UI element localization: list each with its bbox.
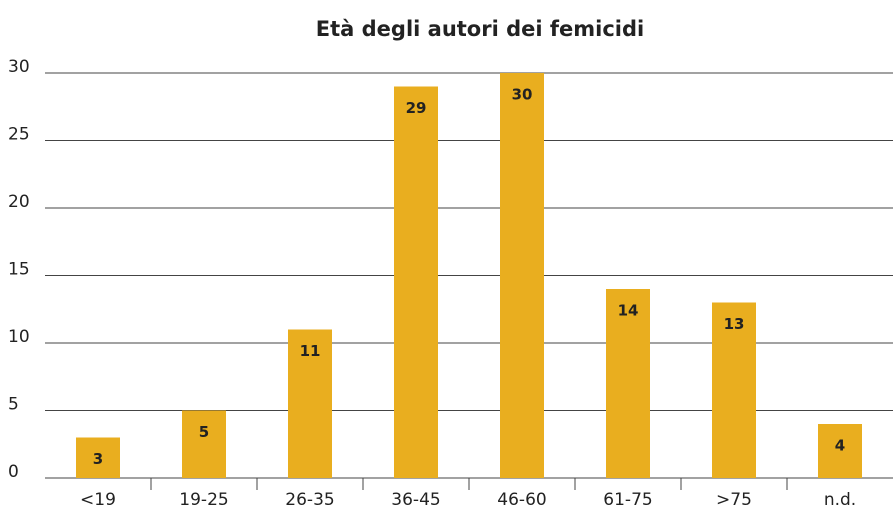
x-tick-label: n.d. bbox=[824, 490, 856, 510]
data-label: 11 bbox=[300, 342, 321, 360]
y-tick-label: 25 bbox=[8, 125, 30, 145]
y-tick-label: 5 bbox=[8, 395, 19, 415]
y-tick-label: 15 bbox=[8, 260, 30, 280]
bar bbox=[712, 302, 756, 478]
data-label: 30 bbox=[512, 86, 533, 104]
y-tick-label: 30 bbox=[8, 57, 30, 77]
x-tick-label: >75 bbox=[716, 490, 752, 510]
y-tick-label: 20 bbox=[8, 192, 30, 212]
data-label: 13 bbox=[724, 315, 745, 333]
y-tick-label: 10 bbox=[8, 327, 30, 347]
bar bbox=[76, 437, 120, 478]
bar bbox=[182, 410, 226, 478]
bar bbox=[606, 289, 650, 478]
data-label: 5 bbox=[199, 423, 209, 441]
data-label: 4 bbox=[835, 437, 845, 455]
x-tick-label: 46-60 bbox=[497, 490, 546, 510]
y-tick-label: 0 bbox=[8, 462, 19, 482]
bar bbox=[818, 424, 862, 478]
data-label: 14 bbox=[618, 302, 639, 320]
data-label: 29 bbox=[406, 99, 427, 117]
data-label: 3 bbox=[93, 450, 103, 468]
x-tick-label: 19-25 bbox=[179, 490, 228, 510]
x-tick-label: 61-75 bbox=[603, 490, 652, 510]
x-tick-label: 26-35 bbox=[285, 490, 334, 510]
x-tick-label: <19 bbox=[80, 490, 116, 510]
bar bbox=[394, 86, 438, 478]
x-tick-label: 36-45 bbox=[391, 490, 440, 510]
chart-title: Età degli autori dei femicidi bbox=[316, 17, 644, 41]
bar bbox=[500, 73, 544, 478]
bar bbox=[288, 329, 332, 478]
